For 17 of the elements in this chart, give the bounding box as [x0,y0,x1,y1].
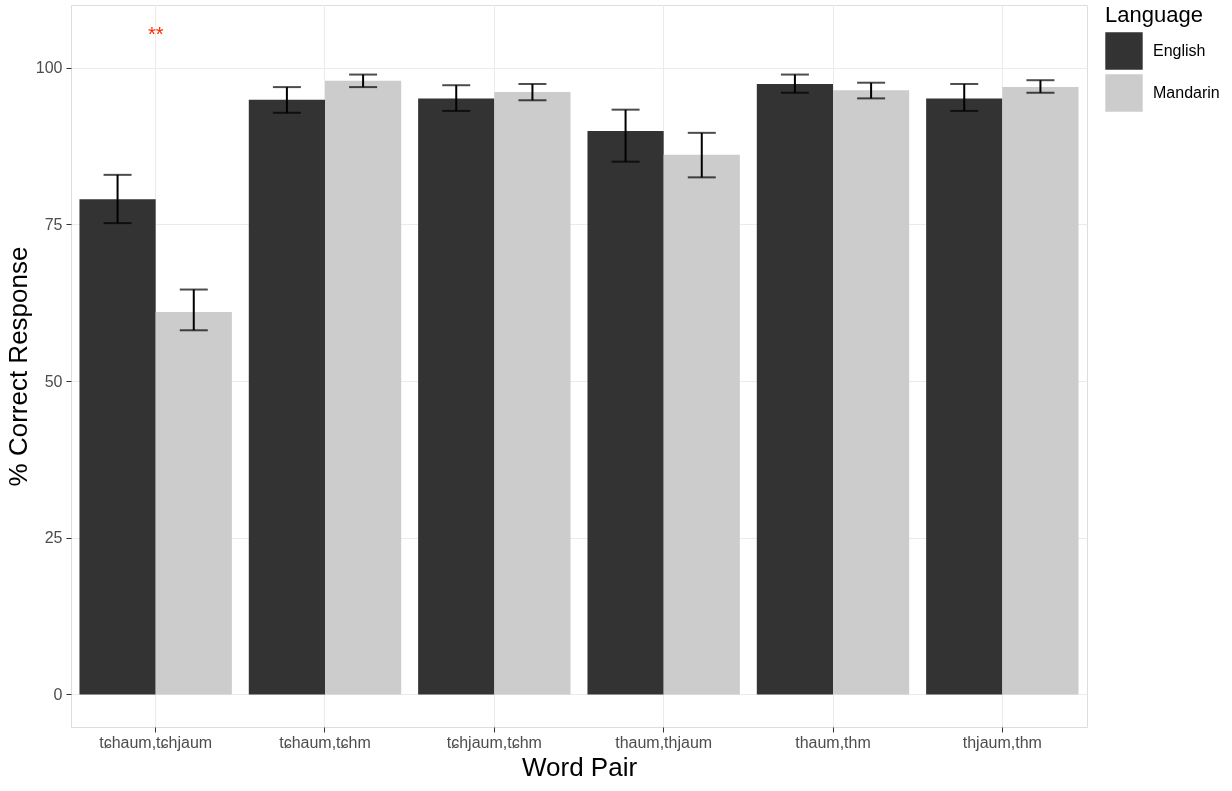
x-tick-label: thaum,thm [795,733,871,751]
y-tick-label: 25 [44,529,63,547]
x-axis-title: Word Pair [521,751,638,782]
x-tick-label: tɕhaum,tɕhjaum [99,733,213,751]
y-tick-label: 100 [35,59,63,77]
x-tick-label: tɕhjaum,tɕhm [446,733,542,751]
x-tick-label: thjaum,thm [962,733,1042,751]
x-tick-label: tɕhaum,tɕhm [279,733,371,751]
y-tick-label: 0 [53,685,63,703]
legend-label: Mandarin [1153,84,1220,101]
legend-title: Language [1105,2,1203,27]
y-tick-label: 75 [44,215,63,233]
legend-label: English [1153,42,1206,59]
y-tick-label: 50 [44,372,63,390]
annotation: ** [147,23,164,45]
x-tick-label: thaum,thjaum [615,733,713,751]
y-axis-title: % Correct Response [2,246,33,487]
